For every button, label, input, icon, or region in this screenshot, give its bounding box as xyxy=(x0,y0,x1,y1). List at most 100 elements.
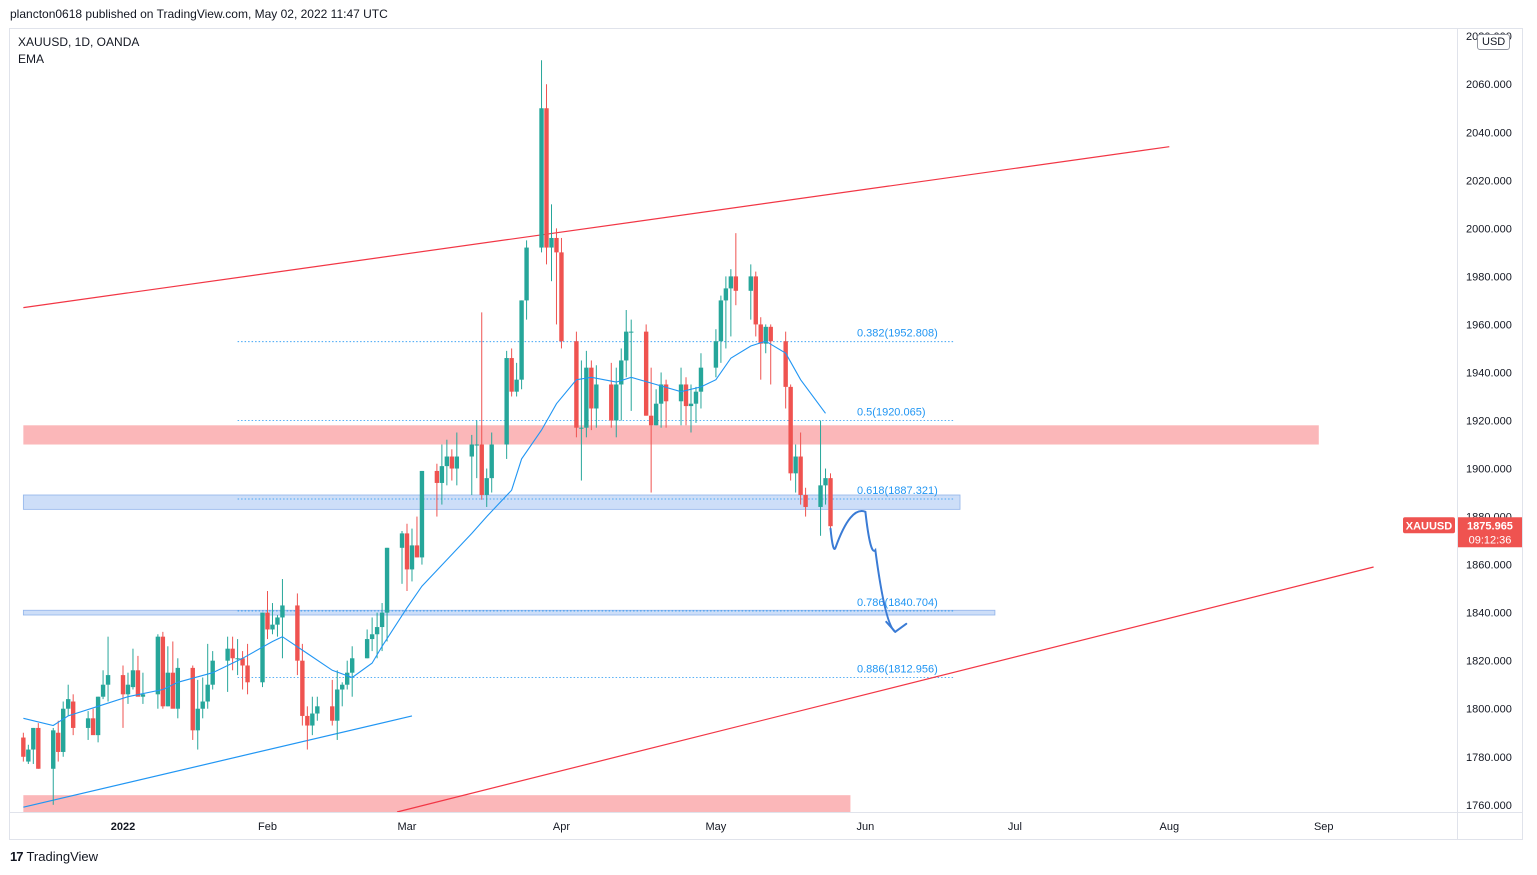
candle xyxy=(544,84,549,265)
candle-body xyxy=(31,727,36,750)
candle-body xyxy=(170,672,176,709)
candle xyxy=(713,329,719,378)
candle-body xyxy=(658,384,664,404)
candle xyxy=(723,276,729,349)
candle-body xyxy=(509,358,514,392)
candle xyxy=(414,516,420,558)
candle-body xyxy=(653,403,659,426)
candle-body xyxy=(753,276,758,325)
candle-body xyxy=(823,478,828,486)
channel-top-line xyxy=(23,146,1170,309)
candle-body xyxy=(225,648,230,661)
candle xyxy=(818,420,823,536)
candle-body xyxy=(85,718,91,728)
candle xyxy=(798,432,803,505)
indicator-legend[interactable]: EMA xyxy=(18,52,45,66)
candle xyxy=(758,317,763,380)
fib-label-0.886: 0.886(1812.956) xyxy=(857,664,938,676)
trendlines-layer xyxy=(23,146,1374,813)
candle xyxy=(683,377,689,426)
fib-label-0.5: 0.5(1920.065) xyxy=(857,406,926,418)
candle xyxy=(688,384,694,433)
publisher-caption: plancton0618 published on TradingView.co… xyxy=(10,7,388,21)
ema-layer xyxy=(23,340,826,727)
candle xyxy=(65,684,71,716)
projection-layer xyxy=(829,510,908,633)
candle xyxy=(574,331,579,438)
currency-badge[interactable]: USD xyxy=(1477,34,1511,50)
price-axis[interactable]: 2080.0002060.0002040.0002020.0002000.000… xyxy=(1466,31,1512,812)
blue-zone xyxy=(22,609,996,616)
candle-body xyxy=(419,470,425,558)
candle xyxy=(340,682,345,707)
candle-body xyxy=(384,547,390,613)
candle-body xyxy=(270,624,275,630)
price-tick-label: 1860.000 xyxy=(1466,560,1512,572)
candle xyxy=(56,720,61,762)
candle xyxy=(345,660,350,690)
candle xyxy=(130,648,136,690)
candle-body xyxy=(409,545,415,570)
candle xyxy=(549,204,554,282)
candle-body xyxy=(404,533,410,570)
price-tick-label: 1900.000 xyxy=(1466,464,1512,476)
candle xyxy=(305,706,310,750)
candle xyxy=(629,319,634,411)
candle xyxy=(828,473,833,531)
time-tick-label: Jul xyxy=(1008,821,1022,833)
price-tick-label: 1820.000 xyxy=(1466,656,1512,668)
tradingview-logo[interactable]: 17 TradingView xyxy=(10,849,98,864)
candle-body xyxy=(160,636,166,707)
candle xyxy=(245,643,250,695)
candle xyxy=(584,350,589,438)
candle-body xyxy=(125,684,131,695)
price-tick-label: 1780.000 xyxy=(1466,752,1512,764)
candle xyxy=(175,658,181,719)
candle-body xyxy=(758,324,763,344)
candle-body xyxy=(235,658,240,660)
candle-body xyxy=(793,456,798,474)
time-axis[interactable]: 2022 Feb Mar Apr May Jun Jul Aug Sep xyxy=(111,821,1334,833)
candle xyxy=(265,591,270,640)
candle-body xyxy=(240,658,245,666)
candle xyxy=(270,603,275,635)
candle-body xyxy=(643,331,649,416)
candle-body xyxy=(474,444,479,446)
candle-body xyxy=(374,627,380,635)
candle xyxy=(409,528,415,582)
candle-body xyxy=(594,384,599,409)
time-tick-label: Jun xyxy=(857,821,875,833)
candle-body xyxy=(454,456,460,469)
candle-body xyxy=(539,108,544,248)
price-tick-label: 1960.000 xyxy=(1466,319,1512,331)
candle-body xyxy=(51,730,56,769)
red-zone xyxy=(23,425,1319,445)
candle-body xyxy=(609,384,614,421)
candle xyxy=(335,670,340,740)
candle xyxy=(619,348,624,421)
candle xyxy=(823,468,828,505)
candle-body xyxy=(544,108,549,248)
price-tick-label: 1940.000 xyxy=(1466,367,1512,379)
candle-body xyxy=(798,456,803,495)
candle xyxy=(31,727,36,764)
candle-body xyxy=(280,605,285,618)
candle xyxy=(90,708,96,736)
candle-body xyxy=(364,639,370,659)
candle-body xyxy=(783,341,788,387)
candle xyxy=(728,269,734,337)
candle-body xyxy=(265,612,270,630)
candle-body xyxy=(614,384,619,421)
candle xyxy=(444,439,450,486)
candle-body xyxy=(788,386,793,474)
candle-body xyxy=(489,444,494,479)
candle xyxy=(235,639,240,676)
candle xyxy=(648,367,654,493)
candle xyxy=(295,593,300,676)
candle xyxy=(349,646,355,697)
candle xyxy=(404,523,410,592)
symbol-legend[interactable]: XAUUSD, 1D, OANDA xyxy=(18,35,140,49)
candle xyxy=(280,579,285,659)
candle-body xyxy=(56,732,61,752)
